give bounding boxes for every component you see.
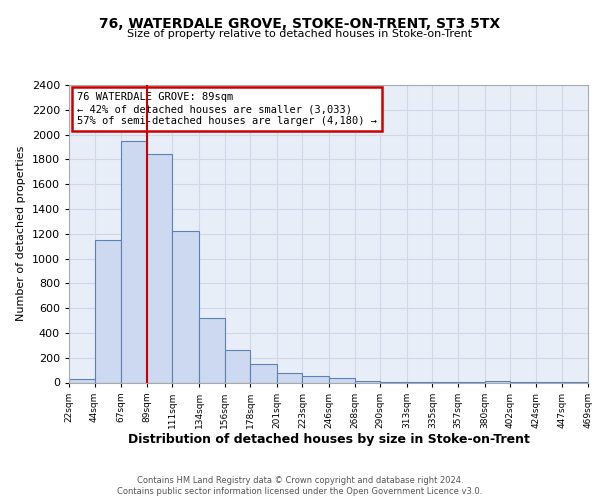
Bar (250, 364, 277, 382)
Text: Size of property relative to detached houses in Stoke-on-Trent: Size of property relative to detached ho… (127, 29, 473, 39)
Text: 76, WATERDALE GROVE, STOKE-ON-TRENT, ST3 5TX: 76, WATERDALE GROVE, STOKE-ON-TRENT, ST3… (100, 18, 500, 32)
X-axis label: Distribution of detached houses by size in Stoke-on-Trent: Distribution of detached houses by size … (128, 434, 529, 446)
Bar (302, 376, 329, 382)
Text: Contains HM Land Registry data © Crown copyright and database right 2024.: Contains HM Land Registry data © Crown c… (137, 476, 463, 485)
Bar (199, 318, 224, 382)
Bar (69, 380, 95, 382)
Bar (224, 350, 250, 382)
Bar (121, 141, 147, 382)
Bar (147, 154, 172, 382)
Text: 76 WATERDALE GROVE: 89sqm
← 42% of detached houses are smaller (3,033)
57% of se: 76 WATERDALE GROVE: 89sqm ← 42% of detac… (77, 92, 377, 126)
Bar (277, 372, 302, 382)
Bar (95, 240, 121, 382)
Y-axis label: Number of detached properties: Number of detached properties (16, 146, 26, 322)
Bar (329, 378, 355, 382)
Text: Contains public sector information licensed under the Open Government Licence v3: Contains public sector information licen… (118, 488, 482, 496)
Bar (172, 232, 199, 382)
